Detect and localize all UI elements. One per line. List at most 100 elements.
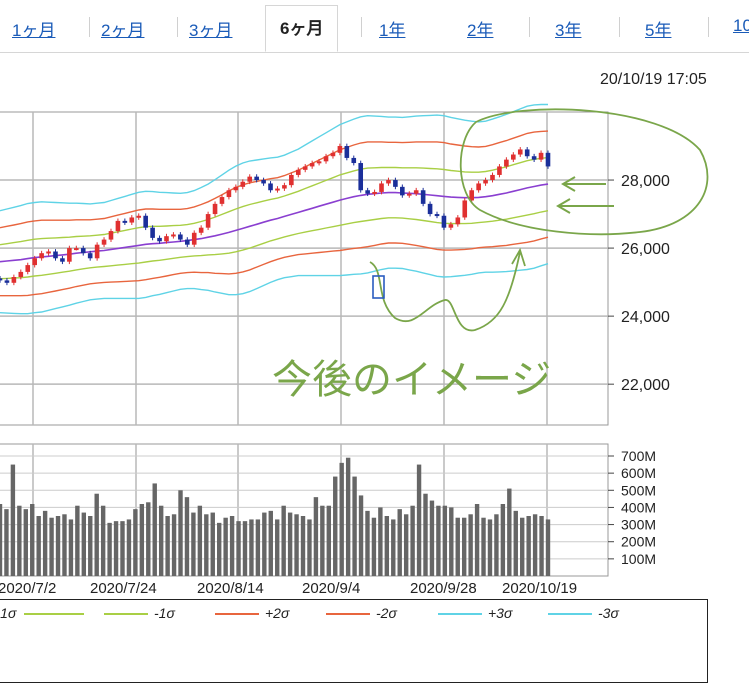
volume-bar bbox=[403, 514, 409, 576]
volume-bar bbox=[333, 476, 338, 576]
candle-body bbox=[351, 157, 357, 164]
legend-swatch bbox=[104, 613, 148, 615]
candle-body bbox=[517, 149, 523, 155]
candle-body bbox=[413, 190, 419, 194]
tab-8[interactable]: 5年 bbox=[645, 21, 672, 40]
candle-body bbox=[420, 190, 426, 204]
updated-timestamp: 20/10/19 17:05 bbox=[600, 71, 707, 88]
band-plus1-sigma bbox=[0, 156, 549, 246]
candle-body bbox=[545, 152, 551, 167]
legend-label: +3σ bbox=[488, 605, 513, 621]
volume-bar bbox=[468, 514, 473, 576]
volume-tick-label: 200M bbox=[621, 534, 656, 550]
candle-body bbox=[39, 253, 44, 259]
moving-average-line bbox=[0, 183, 549, 263]
volume-bar bbox=[500, 504, 506, 576]
candle-body bbox=[0, 278, 3, 281]
volume-bar bbox=[94, 493, 99, 576]
tab-1[interactable]: 1ヶ月 bbox=[12, 21, 56, 40]
x-axis-label: 2020/9/28 bbox=[410, 580, 477, 597]
volume-bar bbox=[4, 509, 9, 576]
legend-label: -1σ bbox=[154, 605, 175, 621]
tab-4[interactable]: 6ヶ月 bbox=[265, 5, 339, 52]
volume-bar bbox=[107, 522, 112, 576]
legend-swatch bbox=[548, 613, 592, 615]
candle-body bbox=[87, 253, 93, 259]
volume-bar bbox=[120, 521, 125, 576]
candle-body bbox=[46, 251, 51, 254]
volume-bar bbox=[545, 519, 551, 576]
candle-body bbox=[184, 239, 190, 245]
legend-swatch bbox=[215, 613, 259, 615]
candlesticks bbox=[0, 143, 551, 286]
tab-separator bbox=[529, 17, 530, 37]
candle-body bbox=[358, 163, 364, 191]
tab-separator bbox=[361, 17, 362, 37]
legend-box bbox=[0, 599, 708, 683]
candle-body bbox=[302, 166, 308, 170]
candle-body bbox=[143, 215, 148, 228]
volume-bar bbox=[339, 462, 344, 576]
band-minus1-sigma bbox=[0, 210, 549, 280]
tab-separator bbox=[89, 17, 90, 37]
candle-body bbox=[497, 166, 502, 175]
volume-bars bbox=[0, 457, 551, 576]
volume-bar bbox=[345, 457, 351, 576]
tab-3[interactable]: 3ヶ月 bbox=[189, 21, 233, 40]
circle-mark bbox=[459, 108, 709, 236]
candle-body bbox=[531, 156, 537, 160]
volume-bar bbox=[281, 505, 286, 576]
volume-bar bbox=[320, 505, 325, 576]
volume-bar bbox=[352, 476, 357, 576]
tab-6[interactable]: 2年 bbox=[467, 21, 494, 40]
candle-body bbox=[32, 258, 37, 266]
candle-body bbox=[115, 220, 121, 232]
candle-body bbox=[164, 236, 169, 242]
volume-bar bbox=[371, 517, 377, 576]
volume-bar bbox=[494, 514, 499, 576]
arrow-mark bbox=[556, 198, 614, 214]
volume-bar bbox=[539, 516, 544, 576]
candle-body bbox=[205, 214, 211, 228]
volume-bar bbox=[455, 517, 460, 576]
candle-body bbox=[11, 277, 17, 283]
candle-body bbox=[504, 159, 509, 167]
volume-bar bbox=[113, 521, 119, 576]
arrow-mark bbox=[561, 176, 606, 192]
tab-separator bbox=[708, 17, 709, 37]
candle-body bbox=[53, 251, 58, 259]
band-plus2-sigma bbox=[0, 130, 549, 229]
volume-bar bbox=[449, 507, 454, 576]
candle-body bbox=[108, 231, 114, 240]
candle-body bbox=[275, 188, 280, 191]
candle-body bbox=[240, 181, 246, 187]
candle-body bbox=[462, 200, 468, 218]
candle-body bbox=[323, 156, 329, 162]
candle-body bbox=[330, 152, 336, 157]
volume-tick-label: 500M bbox=[621, 482, 656, 498]
tab-9[interactable]: 10 bbox=[733, 16, 749, 35]
volume-bar bbox=[139, 504, 145, 576]
volume-bar bbox=[526, 516, 531, 576]
volume-bar bbox=[75, 505, 80, 576]
candle-body bbox=[469, 190, 474, 201]
tab-7[interactable]: 3年 bbox=[555, 21, 582, 40]
forecast-candle bbox=[372, 275, 385, 299]
tab-2[interactable]: 2ヶ月 bbox=[101, 21, 145, 40]
candle-body bbox=[538, 152, 544, 160]
tab-5[interactable]: 1年 bbox=[379, 21, 406, 40]
volume-bar bbox=[36, 516, 41, 576]
legend-label: -3σ bbox=[598, 605, 619, 621]
volume-bar bbox=[100, 505, 106, 576]
candle-body bbox=[4, 280, 10, 283]
price-panel-frame bbox=[0, 111, 609, 426]
volume-bar bbox=[242, 521, 248, 576]
candle-body bbox=[247, 176, 253, 182]
candle-body bbox=[289, 174, 294, 186]
volume-bar bbox=[275, 519, 280, 576]
candle-body bbox=[122, 220, 128, 223]
volume-bar bbox=[294, 514, 299, 576]
x-axis-label: 2020/8/14 bbox=[197, 580, 264, 597]
volume-bar bbox=[365, 510, 370, 576]
candle-body bbox=[212, 203, 218, 215]
